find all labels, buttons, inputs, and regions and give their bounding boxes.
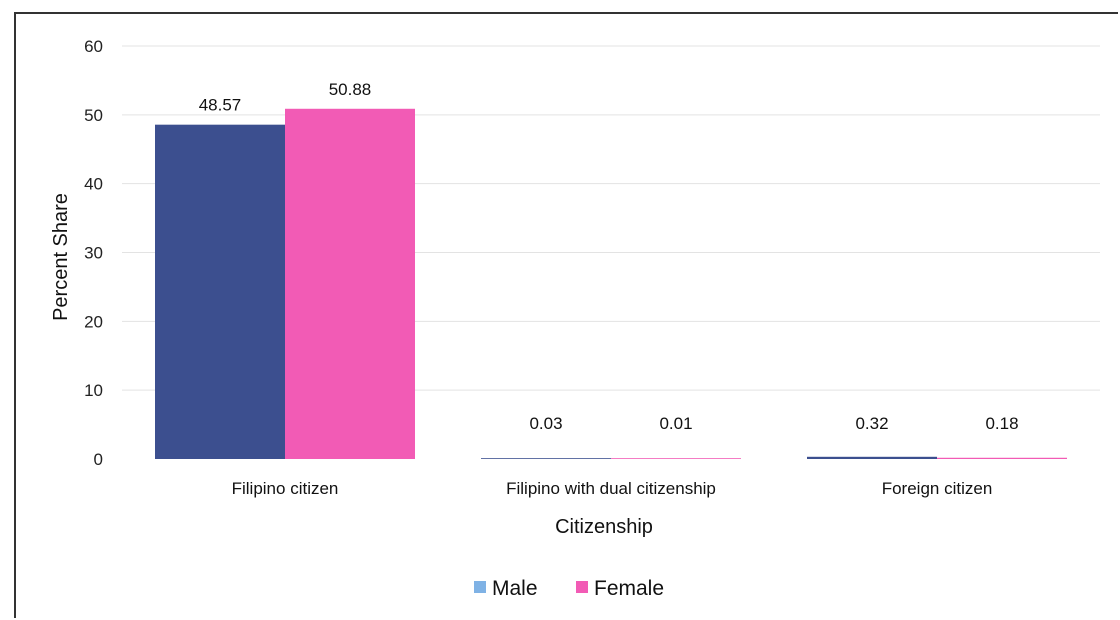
- legend-swatch-female: [576, 581, 588, 593]
- y-tick-label: 60: [84, 37, 103, 56]
- x-category-label: Filipino citizen: [232, 479, 339, 498]
- x-category-label: Foreign citizen: [882, 479, 993, 498]
- y-tick-label: 20: [84, 312, 103, 331]
- y-tick-label: 0: [94, 450, 103, 469]
- legend-swatch-male: [474, 581, 486, 593]
- y-tick-label: 30: [84, 244, 103, 263]
- bar-male: [481, 458, 611, 459]
- data-label: 48.57: [199, 96, 242, 115]
- y-axis-title: Percent Share: [50, 193, 72, 321]
- legend: Male Female: [474, 577, 664, 600]
- data-label: 0.32: [855, 414, 888, 433]
- bar-male: [807, 456, 937, 459]
- legend-label-female: Female: [594, 577, 664, 600]
- y-axis-ticks: 0 10 20 30 40 50 60: [84, 37, 103, 469]
- grid-lines: [122, 45, 1100, 391]
- chart-frame: [14, 12, 1118, 618]
- y-tick-label: 40: [84, 175, 103, 194]
- y-tick-label: 50: [84, 106, 103, 125]
- bar-female: [285, 108, 415, 459]
- x-axis-categories: Filipino citizen Filipino with dual citiz…: [232, 479, 993, 498]
- bar-male: [155, 124, 285, 459]
- bar-female: [611, 458, 741, 459]
- data-label: 0.03: [529, 414, 562, 433]
- data-label: 0.01: [659, 414, 692, 433]
- data-labels: 48.57 50.88 0.03 0.01 0.32 0.18: [199, 80, 1019, 433]
- x-category-label: Filipino with dual citizenship: [506, 479, 716, 498]
- data-label: 50.88: [329, 80, 372, 99]
- y-tick-label: 10: [84, 381, 103, 400]
- data-label: 0.18: [985, 414, 1018, 433]
- bar-female: [937, 457, 1067, 459]
- x-axis-title: Citizenship: [555, 516, 653, 538]
- legend-label-male: Male: [492, 577, 538, 600]
- bars: [155, 108, 1067, 459]
